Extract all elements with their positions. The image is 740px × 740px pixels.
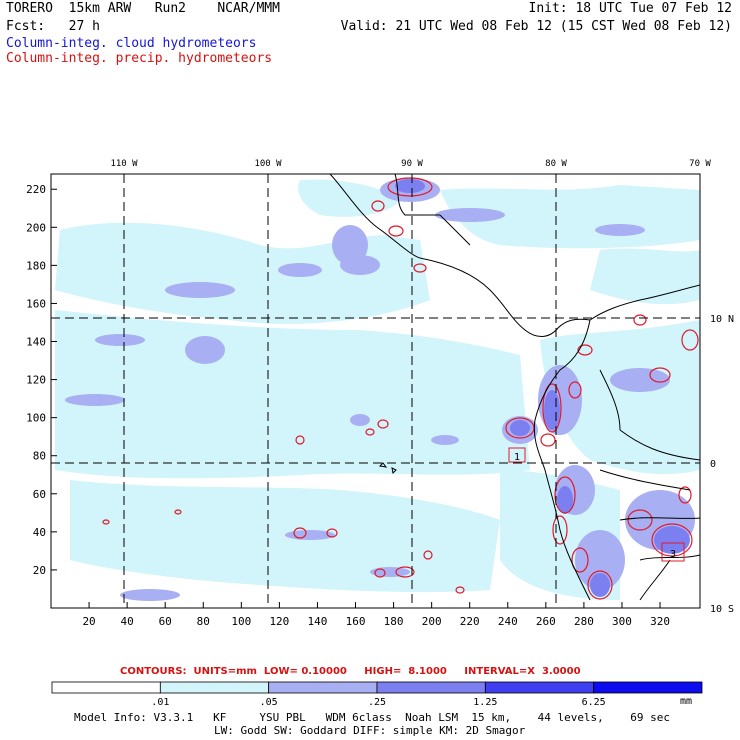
map-frame bbox=[50, 173, 701, 609]
colorbar-units: mm bbox=[680, 696, 693, 707]
x-tick-label: 240 bbox=[498, 615, 518, 628]
header-model-run: TORERO 15km ARW Run2 NCAR/MMM bbox=[6, 1, 280, 16]
precip-contours bbox=[102, 177, 699, 600]
footer-physics-info: LW: Godd SW: Goddard DIFF: simple KM: 2D… bbox=[214, 724, 526, 737]
y-tick-label: 200 bbox=[26, 221, 46, 234]
colorbar-segment bbox=[484, 681, 595, 694]
colorbar-segment bbox=[159, 681, 270, 694]
y-tick-label: 180 bbox=[26, 259, 46, 272]
x-tick-label: 120 bbox=[269, 615, 289, 628]
longitude-label: 90 W bbox=[401, 159, 423, 169]
legend-cloud-hydrometeors: Column-integ. cloud hydrometeors bbox=[6, 36, 257, 51]
y-tick-label: 140 bbox=[26, 336, 46, 349]
cloud-field-strong bbox=[395, 179, 690, 597]
y-tick-label: 100 bbox=[26, 412, 46, 425]
x-tick-label: 80 bbox=[197, 615, 210, 628]
y-tick-label: 120 bbox=[26, 374, 46, 387]
header-forecast-hour: Fcst: 27 h bbox=[6, 19, 100, 34]
y-tick-label: 20 bbox=[33, 564, 46, 577]
footer-model-info: Model Info: V3.3.1 KF YSU PBL WDM 6class… bbox=[74, 711, 671, 724]
x-tick-label: 160 bbox=[346, 615, 366, 628]
colorbar-label: 6.25 bbox=[582, 697, 606, 708]
colorbar-segment bbox=[268, 681, 378, 694]
x-tick-label: 60 bbox=[159, 615, 172, 628]
x-tick-label: 140 bbox=[308, 615, 328, 628]
contours-info: CONTOURS: UNITS=mm LOW= 0.10000 HIGH= 8.… bbox=[120, 666, 581, 677]
longitude-label: 100 W bbox=[254, 159, 282, 169]
y-tick-label: 60 bbox=[33, 488, 46, 501]
colorbar-label: 1.25 bbox=[473, 697, 497, 708]
y-tick-label: 80 bbox=[33, 450, 46, 463]
x-tick-label: 260 bbox=[536, 615, 556, 628]
colorbar-label: .05 bbox=[260, 697, 278, 708]
longitude-labels: 110 W 100 W 90 W 80 W 70 W bbox=[110, 159, 711, 169]
reference-box-1-label: 1 bbox=[514, 452, 520, 463]
x-tick-label: 300 bbox=[612, 615, 632, 628]
y-tick-label: 40 bbox=[33, 526, 46, 539]
reference-box-3 bbox=[661, 542, 685, 562]
colorbar-segment bbox=[51, 681, 161, 694]
legend-precip-hydrometeors: Column-integ. precip. hydrometeors bbox=[6, 51, 273, 66]
y-tick-label: 160 bbox=[26, 297, 46, 310]
x-tick-label: 320 bbox=[650, 615, 670, 628]
x-tick-label: 200 bbox=[422, 615, 442, 628]
reference-box-3-label: 3 bbox=[670, 549, 676, 560]
x-tick-label: 220 bbox=[460, 615, 480, 628]
latitude-label: 0 bbox=[710, 459, 716, 470]
header-valid-time: Valid: 21 UTC Wed 08 Feb 12 (15 CST Wed … bbox=[340, 19, 732, 34]
colorbar-label: .25 bbox=[368, 697, 386, 708]
x-tick-label: 20 bbox=[82, 615, 95, 628]
y-tick-label: 220 bbox=[26, 183, 46, 196]
y-axis: 220 200 180 160 140 120 100 80 60 40 20 bbox=[26, 183, 57, 577]
colorbar: .01 .05 .25 1.25 6.25 bbox=[51, 681, 703, 708]
latitude-label: 10 N bbox=[710, 314, 734, 325]
colorbar-label: .01 bbox=[151, 697, 169, 708]
colorbar-segment bbox=[593, 681, 703, 694]
longitude-label: 70 W bbox=[689, 159, 711, 169]
colorbar-segment bbox=[376, 681, 486, 694]
longitude-label: 110 W bbox=[110, 159, 138, 169]
reference-box-1 bbox=[508, 447, 526, 463]
latitude-labels: 10 N 0 10 S bbox=[710, 314, 734, 615]
x-tick-label: 100 bbox=[231, 615, 251, 628]
x-tick-label: 180 bbox=[384, 615, 404, 628]
lat-lon-grid bbox=[51, 174, 700, 608]
x-tick-label: 280 bbox=[574, 615, 594, 628]
latitude-label: 10 S bbox=[710, 604, 734, 615]
header-init-time: Init: 18 UTC Tue 07 Feb 12 bbox=[528, 1, 733, 16]
x-axis: 20 40 60 80 100 120 140 160 180 200 220 240 260 280 30… bbox=[82, 602, 670, 628]
x-tick-label: 40 bbox=[121, 615, 134, 628]
longitude-label: 80 W bbox=[545, 159, 567, 169]
coastlines bbox=[329, 174, 700, 601]
